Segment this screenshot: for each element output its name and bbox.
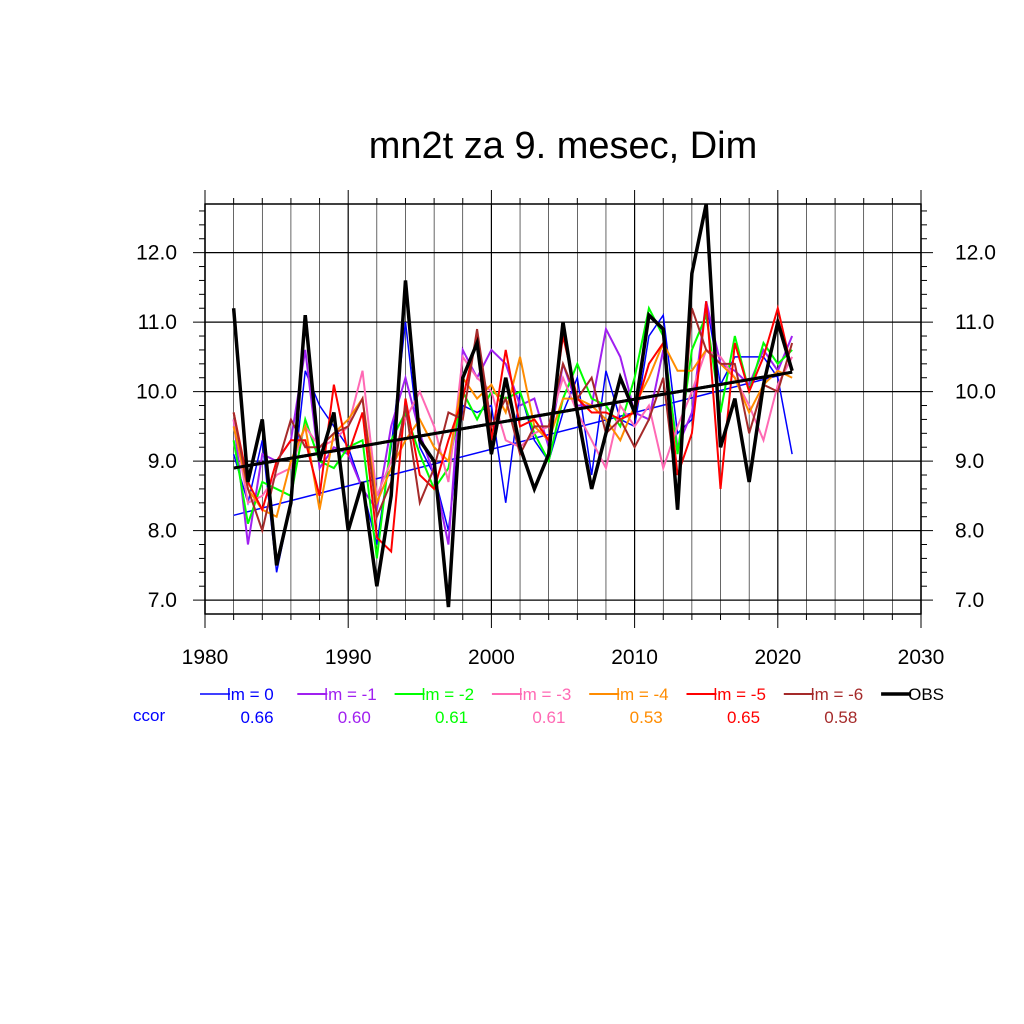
- y-tick-label-right: 7.0: [955, 589, 984, 612]
- y-tick-label-right: 11.0: [955, 311, 994, 334]
- y-tick-label-left: 10.0: [136, 381, 177, 404]
- y-tick-label-left: 9.0: [148, 450, 177, 473]
- series-lines: [231, 203, 794, 608]
- y-tick-label-left: 12.0: [136, 242, 177, 265]
- legend-label: lm = -6: [811, 685, 863, 704]
- x-tick-label: 2010: [611, 646, 658, 669]
- series-line: [232, 305, 793, 559]
- y-tick-label-left: 7.0: [148, 589, 177, 612]
- x-tick-label: 1980: [182, 646, 229, 669]
- y-tick-label-left: 11.0: [138, 311, 177, 334]
- series-line: [231, 203, 794, 608]
- chart-title: mn2t za 9. mesec, Dim: [369, 125, 758, 167]
- ccor-value: 0.66: [240, 708, 273, 727]
- ccor-value: 0.61: [532, 708, 565, 727]
- plot-frame: [204, 203, 922, 615]
- y-tick-label-right: 9.0: [955, 450, 984, 473]
- ccor-label: ccor: [133, 706, 165, 725]
- legend-label: lm = -1: [324, 685, 376, 704]
- x-tick-label: 1990: [325, 646, 372, 669]
- y-tick-label-right: 8.0: [955, 520, 984, 543]
- legend-label: lm = -5: [714, 685, 766, 704]
- x-tick-label: 2030: [898, 646, 945, 669]
- legend-label: lm = -3: [519, 685, 571, 704]
- plot-border: [204, 203, 922, 615]
- trend-line-obs: [233, 370, 793, 470]
- legend-label: lm = 0: [227, 685, 274, 704]
- x-tick-label: 2020: [754, 646, 801, 669]
- axis-tick-labels: 7.0 7.0 8.0 8.0 9.0 9.0 10.0 10.0 11.0 11.0 12.0 12…: [136, 242, 996, 669]
- ccor-value: 0.61: [435, 708, 468, 727]
- legend-label: lm = -2: [422, 685, 474, 704]
- y-tick-label-right: 10.0: [955, 381, 996, 404]
- legend-label: lm = -4: [616, 685, 668, 704]
- y-tick-label-right: 12.0: [955, 242, 996, 265]
- y-tick-label-left: 8.0: [148, 520, 177, 543]
- ccor-value: 0.53: [630, 708, 663, 727]
- legend-label: OBS: [908, 685, 944, 704]
- x-tick-label: 2000: [468, 646, 515, 669]
- ccor-value: 0.58: [824, 708, 857, 727]
- ccor-value: 0.65: [727, 708, 760, 727]
- ccor-value: 0.60: [338, 708, 371, 727]
- axis-ticks: [193, 190, 933, 628]
- legend: ccor lm = 0 0.66 lm = -1 0.60 lm = -2 0.61 lm …: [133, 685, 944, 727]
